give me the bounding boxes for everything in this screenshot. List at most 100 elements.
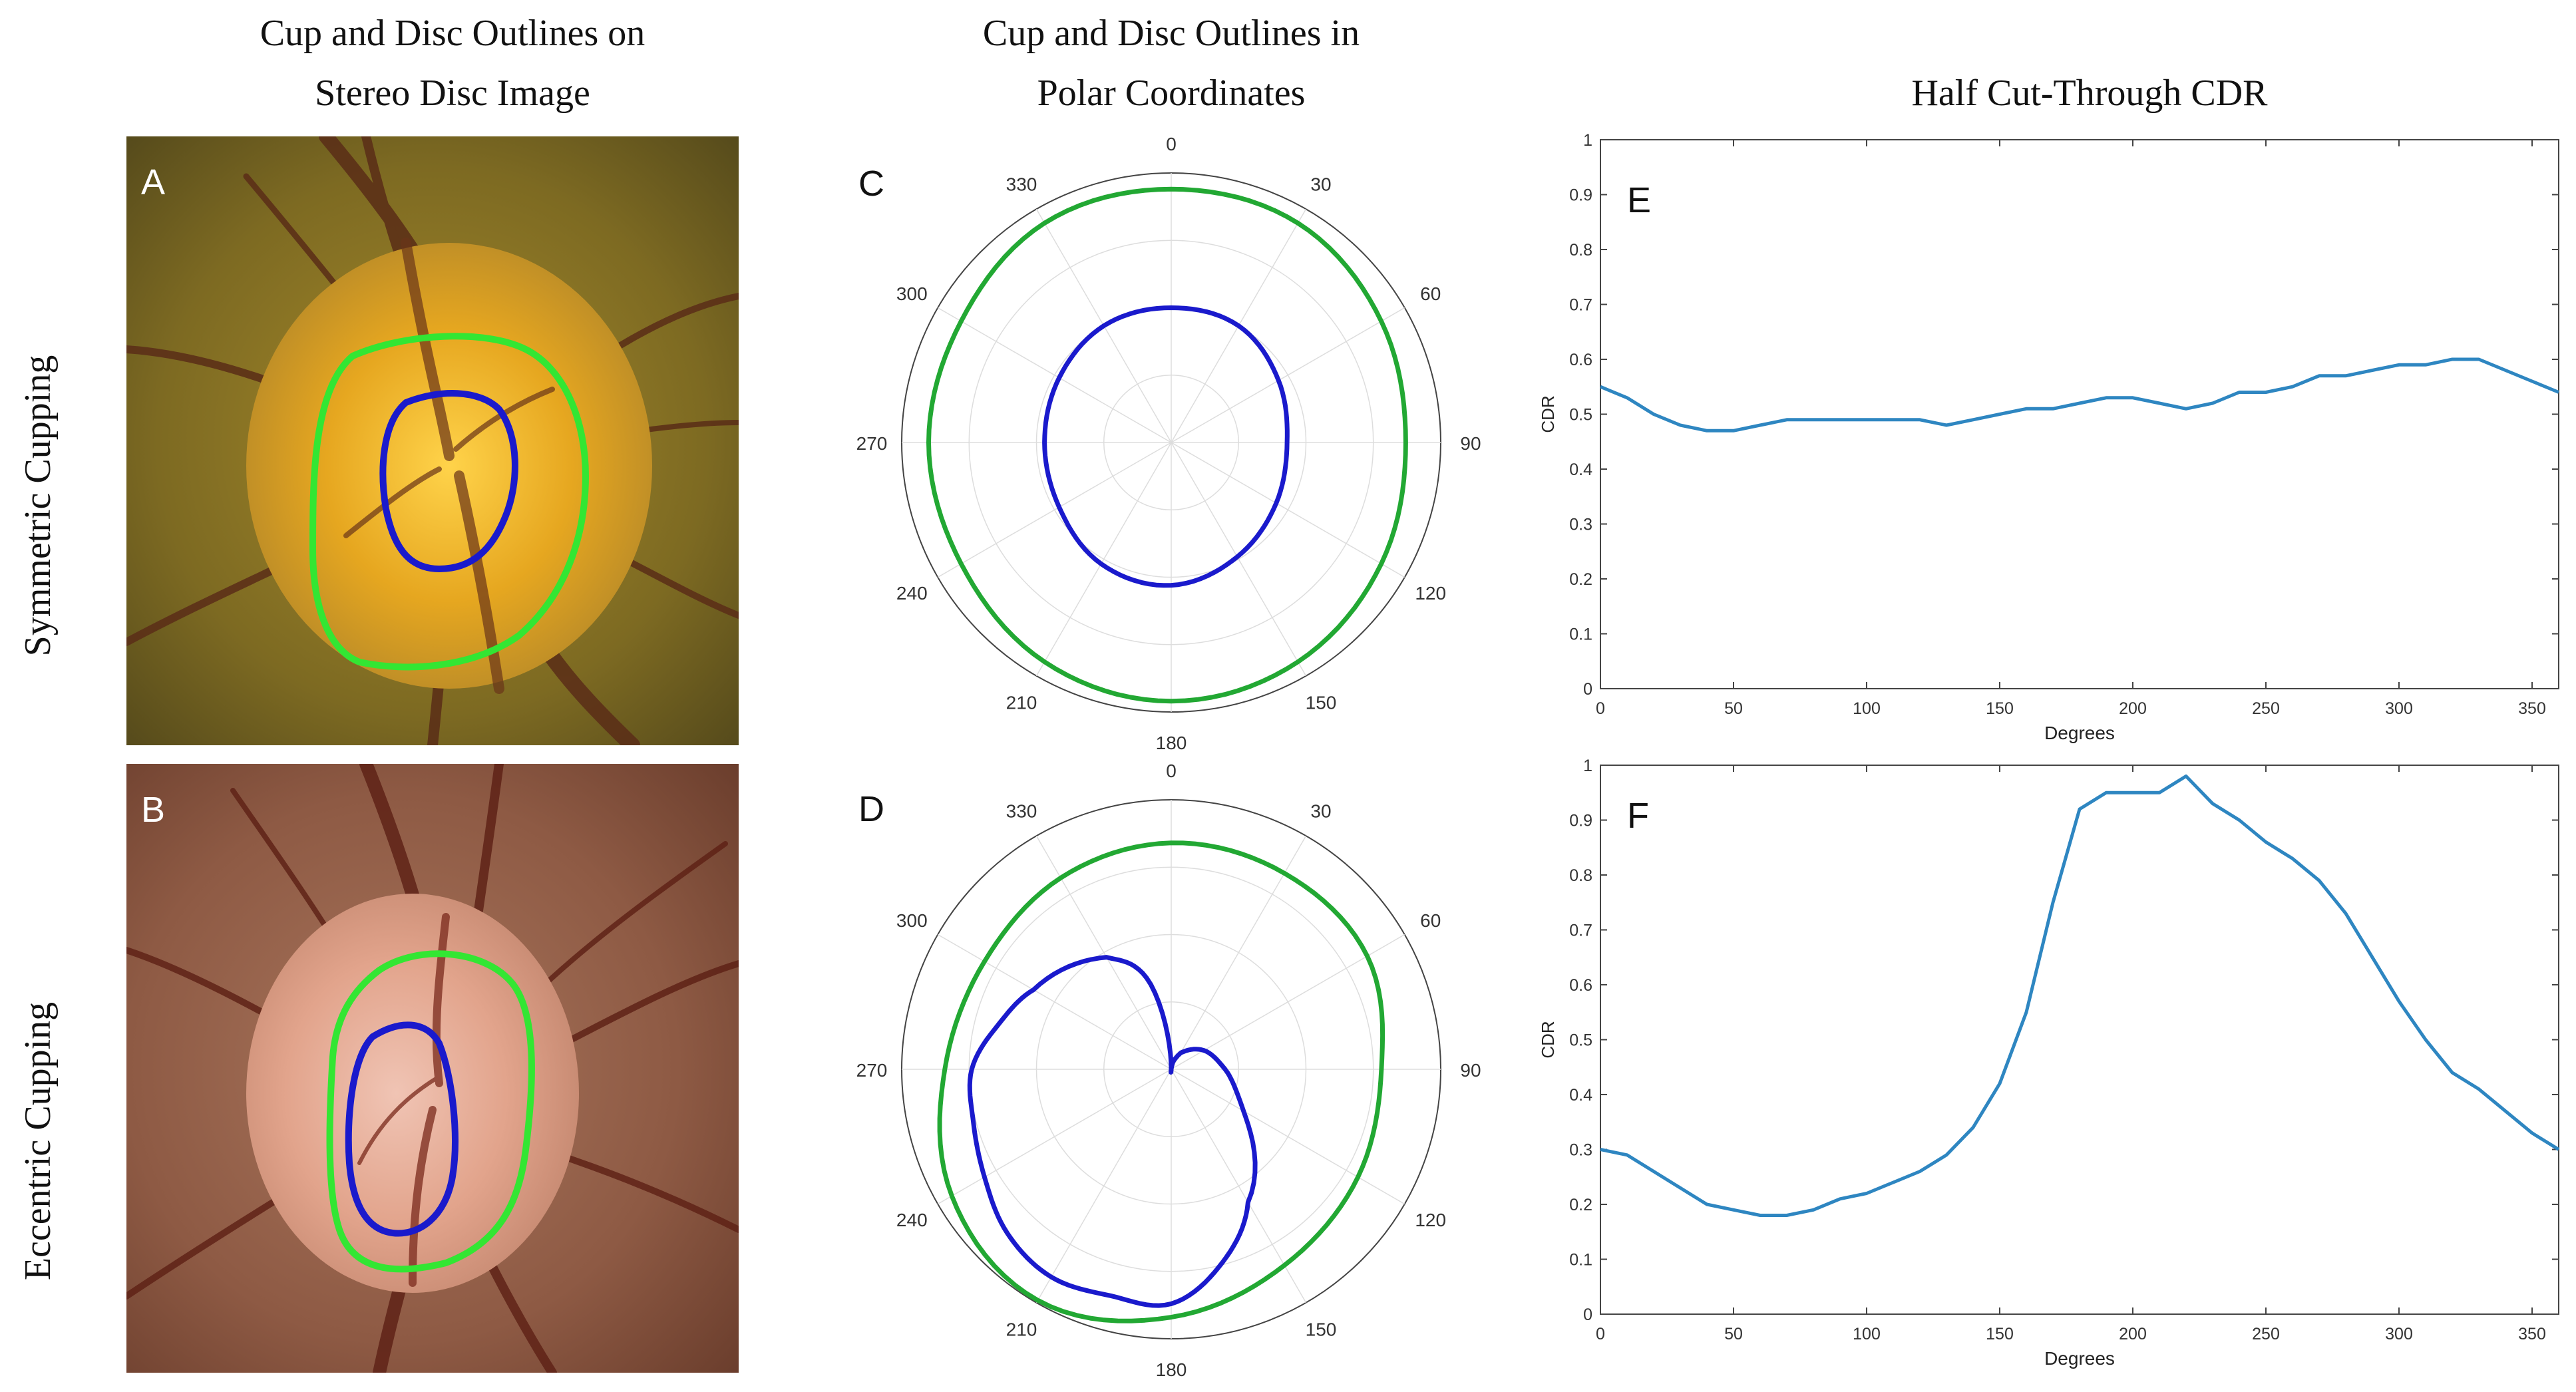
panel-letter-f: F — [1627, 795, 1649, 836]
polar-spoke — [1171, 1069, 1405, 1204]
x-tick-label: 0 — [1596, 699, 1605, 718]
polar-angle-tick-label: 150 — [1306, 1319, 1337, 1340]
panel-letter-a: A — [141, 162, 165, 203]
polar-angle-tick-label: 30 — [1310, 174, 1331, 194]
x-axis-label: Degrees — [2044, 1348, 2115, 1369]
x-tick-label: 150 — [1986, 699, 2014, 718]
column-title-polar: Cup and Disc Outlines in Polar Coordinat… — [865, 3, 1477, 123]
x-tick-label: 350 — [2518, 699, 2546, 718]
polar-spoke — [938, 1069, 1171, 1204]
polar-angle-tick-label: 0 — [1166, 134, 1177, 154]
cdr-series-line — [1600, 777, 2559, 1216]
plot-frame — [1600, 765, 2559, 1314]
x-tick-label: 300 — [2385, 1325, 2413, 1343]
x-tick-label: 50 — [1724, 699, 1743, 718]
y-tick-label: 0.2 — [1569, 570, 1592, 589]
y-axis-label: CDR — [1538, 395, 1558, 433]
polar-angle-tick-label: 90 — [1460, 1060, 1481, 1081]
polar-spoke — [1037, 442, 1172, 676]
cdr-chart-symmetric: 0 0.1 0.2 0.3 0.4 0.5 0.6 0.7 0.8 0.9 1 0 50 100 150 20… — [1524, 126, 2576, 759]
y-tick-label: 0.4 — [1569, 460, 1592, 479]
polar-angle-tick-label: 300 — [896, 910, 928, 931]
x-tick-label: 200 — [2119, 1325, 2147, 1343]
polar-angle-tick-label: 330 — [1006, 174, 1037, 194]
polar-chart-symmetric: 0 30 60 90 120 150 180 210 240 270 300 330 — [838, 126, 1504, 765]
x-tick-label: 0 — [1596, 1325, 1605, 1343]
polar-spoke — [938, 442, 1171, 578]
fundus-photo-symmetric-drawing — [126, 136, 739, 745]
polar-angle-tick-label: 240 — [896, 583, 928, 604]
x-tick-label: 200 — [2119, 699, 2147, 718]
y-tick-label: 0.6 — [1569, 976, 1592, 995]
y-tick-label: 0.8 — [1569, 241, 1592, 260]
polar-angle-tick-label: 120 — [1415, 583, 1446, 604]
polar-spoke — [938, 308, 1171, 443]
polar-angle-tick-label: 270 — [856, 433, 888, 454]
x-tick-label: 350 — [2518, 1325, 2546, 1343]
polar-spoke — [1171, 836, 1306, 1069]
column-title-images: Cup and Disc Outlines on Stereo Disc Ima… — [146, 3, 759, 123]
polar-angle-tick-label: 210 — [1006, 693, 1037, 713]
cup-outline-polar — [1045, 308, 1288, 586]
y-tick-label: 1 — [1583, 757, 1592, 775]
y-tick-label: 0.5 — [1569, 406, 1592, 425]
plot-frame — [1600, 140, 2559, 689]
polar-angle-tick-label: 90 — [1460, 433, 1481, 454]
polar-spoke — [938, 935, 1171, 1070]
y-tick-label: 0.3 — [1569, 516, 1592, 534]
fundus-photo-symmetric: A — [126, 136, 739, 745]
y-tick-label: 0.8 — [1569, 866, 1592, 885]
y-tick-label: 0.5 — [1569, 1031, 1592, 1050]
column-title-images-line2: Stereo Disc Image — [146, 63, 759, 123]
x-tick-label: 250 — [2252, 1325, 2280, 1343]
panel-letter-b: B — [141, 789, 165, 830]
panel-letter-e: E — [1627, 180, 1651, 221]
y-tick-label: 0.4 — [1569, 1086, 1592, 1105]
polar-spoke — [1171, 1069, 1306, 1303]
y-tick-label: 0.9 — [1569, 812, 1592, 830]
polar-angle-tick-label: 300 — [896, 283, 928, 304]
polar-angle-tick-label: 210 — [1006, 1319, 1037, 1340]
polar-angle-tick-label: 150 — [1306, 693, 1337, 713]
x-tick-label: 100 — [1853, 1325, 1881, 1343]
y-tick-label: 0.7 — [1569, 296, 1592, 315]
y-tick-label: 0.3 — [1569, 1141, 1592, 1160]
disc-outline-polar — [940, 843, 1383, 1321]
column-title-polar-line1: Cup and Disc Outlines in — [865, 3, 1477, 63]
polar-angle-tick-label: 270 — [856, 1060, 888, 1081]
polar-angle-tick-label: 30 — [1310, 800, 1331, 821]
column-title-images-line1: Cup and Disc Outlines on — [146, 3, 759, 63]
polar-angle-tick-label: 0 — [1166, 761, 1177, 781]
cup-outline-polar — [970, 957, 1255, 1306]
polar-angle-tick-label: 180 — [1156, 733, 1187, 753]
y-axis-label: CDR — [1538, 1021, 1558, 1058]
y-tick-label: 0.1 — [1569, 625, 1592, 644]
y-tick-label: 1 — [1583, 131, 1592, 150]
x-tick-label: 250 — [2252, 699, 2280, 718]
y-tick-label: 0.7 — [1569, 922, 1592, 940]
polar-spoke — [1037, 836, 1172, 1069]
y-tick-label: 0 — [1583, 680, 1592, 699]
column-title-cdr: Half Cut-Through CDR — [1730, 63, 2449, 123]
x-tick-label: 300 — [2385, 699, 2413, 718]
y-tick-label: 0 — [1583, 1305, 1592, 1324]
polar-angle-tick-label: 330 — [1006, 800, 1037, 821]
panel-letter-d: D — [858, 788, 884, 830]
polar-angle-tick-label: 60 — [1420, 283, 1441, 304]
fundus-photo-eccentric-drawing — [126, 764, 739, 1373]
x-axis-label: Degrees — [2044, 723, 2115, 743]
y-tick-label: 0.9 — [1569, 186, 1592, 205]
y-tick-label: 0.6 — [1569, 351, 1592, 369]
y-tick-label: 0.2 — [1569, 1196, 1592, 1214]
x-tick-label: 100 — [1853, 699, 1881, 718]
polar-angle-tick-label: 60 — [1420, 910, 1441, 931]
column-title-polar-line2: Polar Coordinates — [865, 63, 1477, 123]
row-title-eccentric: Eccentric Cupping — [17, 988, 63, 1294]
fundus-photo-eccentric: B — [126, 764, 739, 1373]
panel-letter-c: C — [858, 163, 884, 204]
x-tick-label: 150 — [1986, 1325, 2014, 1343]
cdr-series-line — [1600, 359, 2559, 431]
y-tick-label: 0.1 — [1569, 1251, 1592, 1270]
